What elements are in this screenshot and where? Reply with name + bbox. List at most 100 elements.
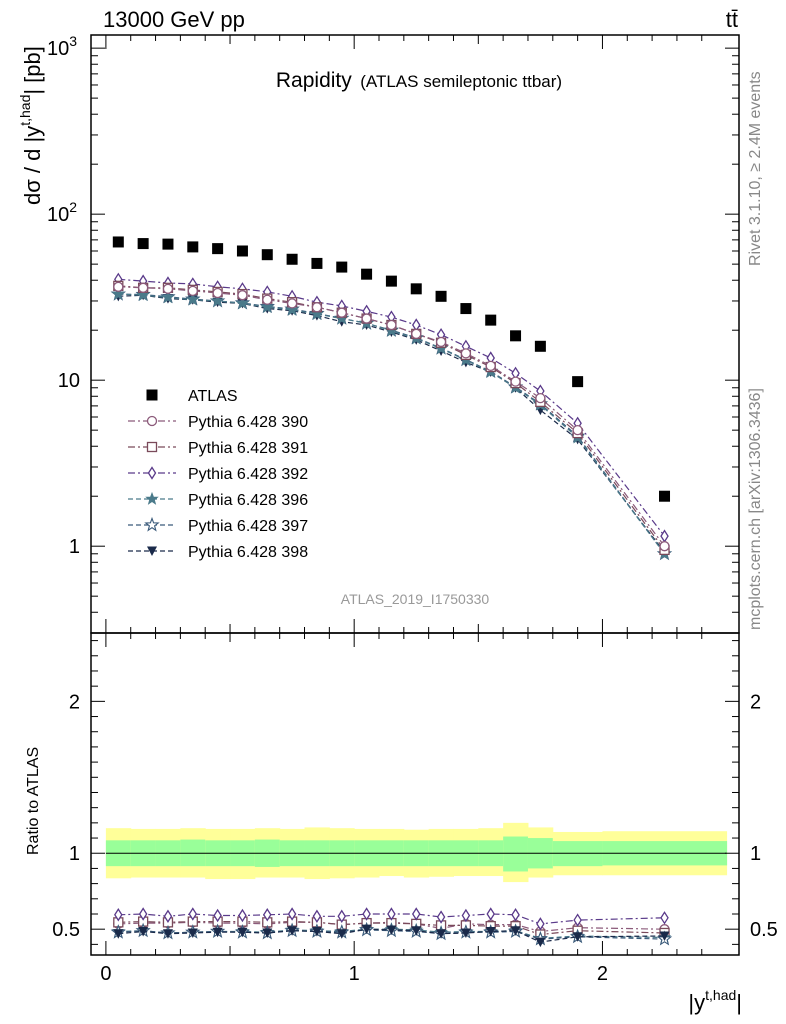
legend-item: Pythia 6.428 396 <box>128 491 308 509</box>
header-left-label: 13000 GeV pp <box>103 7 245 32</box>
data-point <box>187 285 198 297</box>
ratio-frame <box>90 632 740 956</box>
ratio-data-point <box>436 910 446 924</box>
ratio-data-point <box>212 927 223 938</box>
legend: ATLAS Pythia 6.428 390 Pythia 6.428 391 Pyt… <box>128 388 308 561</box>
ratio-data-point <box>362 907 371 921</box>
legend-label: Pythia 6.428 398 <box>188 544 308 561</box>
ratio-panel: Ratio to ATLAS 0.5 0.5 1 1 2 2 0 1 2 |yt,had| <box>25 632 778 1015</box>
ratio-data-point <box>510 926 521 936</box>
legend-label: Pythia 6.428 390 <box>188 414 308 431</box>
y-tick-label-base: 10 <box>47 204 69 226</box>
ratio-data-point <box>361 924 372 935</box>
ratio-data-point <box>311 926 322 937</box>
data-point <box>186 292 200 306</box>
data-point <box>286 253 298 265</box>
data-point <box>311 257 323 269</box>
y-tick-label-base: 10 <box>58 370 80 392</box>
legend-marker <box>146 441 158 453</box>
data-point <box>285 302 299 316</box>
legend-label: Pythia 6.428 391 <box>188 440 308 457</box>
legend-item: Pythia 6.428 397 <box>128 516 308 535</box>
data-point <box>485 314 497 326</box>
ratio-uncertainty-bands <box>105 822 728 883</box>
data-point <box>361 268 373 280</box>
ratio-series-pythia-6.428-398 <box>113 924 670 948</box>
legend-label: Pythia 6.428 392 <box>188 466 308 483</box>
ratio-data-point <box>436 929 447 939</box>
y-tick-label: 102 <box>47 199 77 226</box>
data-point <box>659 490 671 502</box>
ratio-data-point <box>163 909 173 923</box>
header-right-label: tt̄ <box>726 7 738 32</box>
data-point <box>385 275 397 287</box>
ratio-data-point <box>573 913 582 927</box>
ratio-y-tick-label: 1 <box>69 843 80 865</box>
y-tick-label: 103 <box>47 33 77 60</box>
ratio-data-point <box>114 908 123 922</box>
x-tick-label: 1 <box>349 963 360 985</box>
data-point <box>386 319 397 331</box>
ratio-series-pythia-6.428-392 <box>114 907 669 931</box>
x-axis-label: |yt,had| <box>688 987 742 1015</box>
x-tick-label: 0 <box>100 963 111 985</box>
ratio-data-point <box>572 932 583 942</box>
legend-item: Pythia 6.428 392 <box>128 466 308 483</box>
x-label-part1: |y <box>688 990 705 1015</box>
ratio-data-point <box>411 926 422 936</box>
data-point <box>460 348 472 359</box>
data-point <box>212 243 224 255</box>
data-point <box>435 336 447 348</box>
legend-marker <box>147 546 157 556</box>
ratio-tick-labels: 0.5 0.5 1 1 2 2 0 1 2 <box>52 691 778 985</box>
y-tick-label-base: 1 <box>69 536 80 558</box>
legend-marker <box>147 466 157 480</box>
main-y-label-part2: | [pb] <box>20 46 45 95</box>
legend-marker <box>144 516 160 532</box>
ratio-data-point <box>213 908 222 923</box>
ratio-data-point <box>188 907 198 921</box>
data-point <box>572 376 584 388</box>
ratio-data-point <box>162 929 173 939</box>
data-point <box>336 261 348 273</box>
main-subtitle-text: (ATLAS semileptonic ttbar) <box>360 72 562 91</box>
data-point <box>410 283 422 295</box>
ratio-data-point <box>262 928 273 938</box>
data-point <box>137 238 149 250</box>
data-point <box>162 238 174 250</box>
data-point <box>510 376 521 387</box>
analysis-label: ATLAS_2019_I1750330 <box>341 591 490 607</box>
ratio-data-point <box>113 929 124 939</box>
x-tick-label: 2 <box>597 963 608 985</box>
ratio-data-point <box>312 909 322 923</box>
y-tick-label-base: 10 <box>47 38 69 60</box>
ratio-y-tick-label: 2 <box>69 691 80 713</box>
ratio-data-point <box>287 926 298 936</box>
ratio-data-point <box>138 926 149 937</box>
main-title: Rapidity (ATLAS semileptonic ttbar) <box>276 69 562 92</box>
data-point <box>260 300 275 314</box>
data-point <box>111 286 126 300</box>
data-point <box>187 241 199 253</box>
data-point <box>510 330 522 342</box>
ratio-data-point <box>138 907 148 921</box>
ratio-y-tick-label-right: 0.5 <box>750 919 778 941</box>
ratio-data-point <box>411 907 421 921</box>
legend-marker <box>146 415 158 427</box>
y-tick-label: 10 <box>58 370 80 392</box>
data-point <box>572 425 583 436</box>
ratio-data-point <box>485 926 496 937</box>
ratio-data-point <box>187 928 198 938</box>
ratio-y-tick-label: 0.5 <box>52 919 80 941</box>
ratio-data-point <box>535 937 546 948</box>
data-point <box>112 236 124 248</box>
legend-label: Pythia 6.428 397 <box>188 518 308 535</box>
ratio-data-point <box>237 927 248 938</box>
y-tick-label: 1 <box>69 536 80 558</box>
ratio-data-point <box>511 908 520 922</box>
y-tick-label-exponent: 3 <box>69 33 77 49</box>
ratio-data-point <box>263 908 272 922</box>
